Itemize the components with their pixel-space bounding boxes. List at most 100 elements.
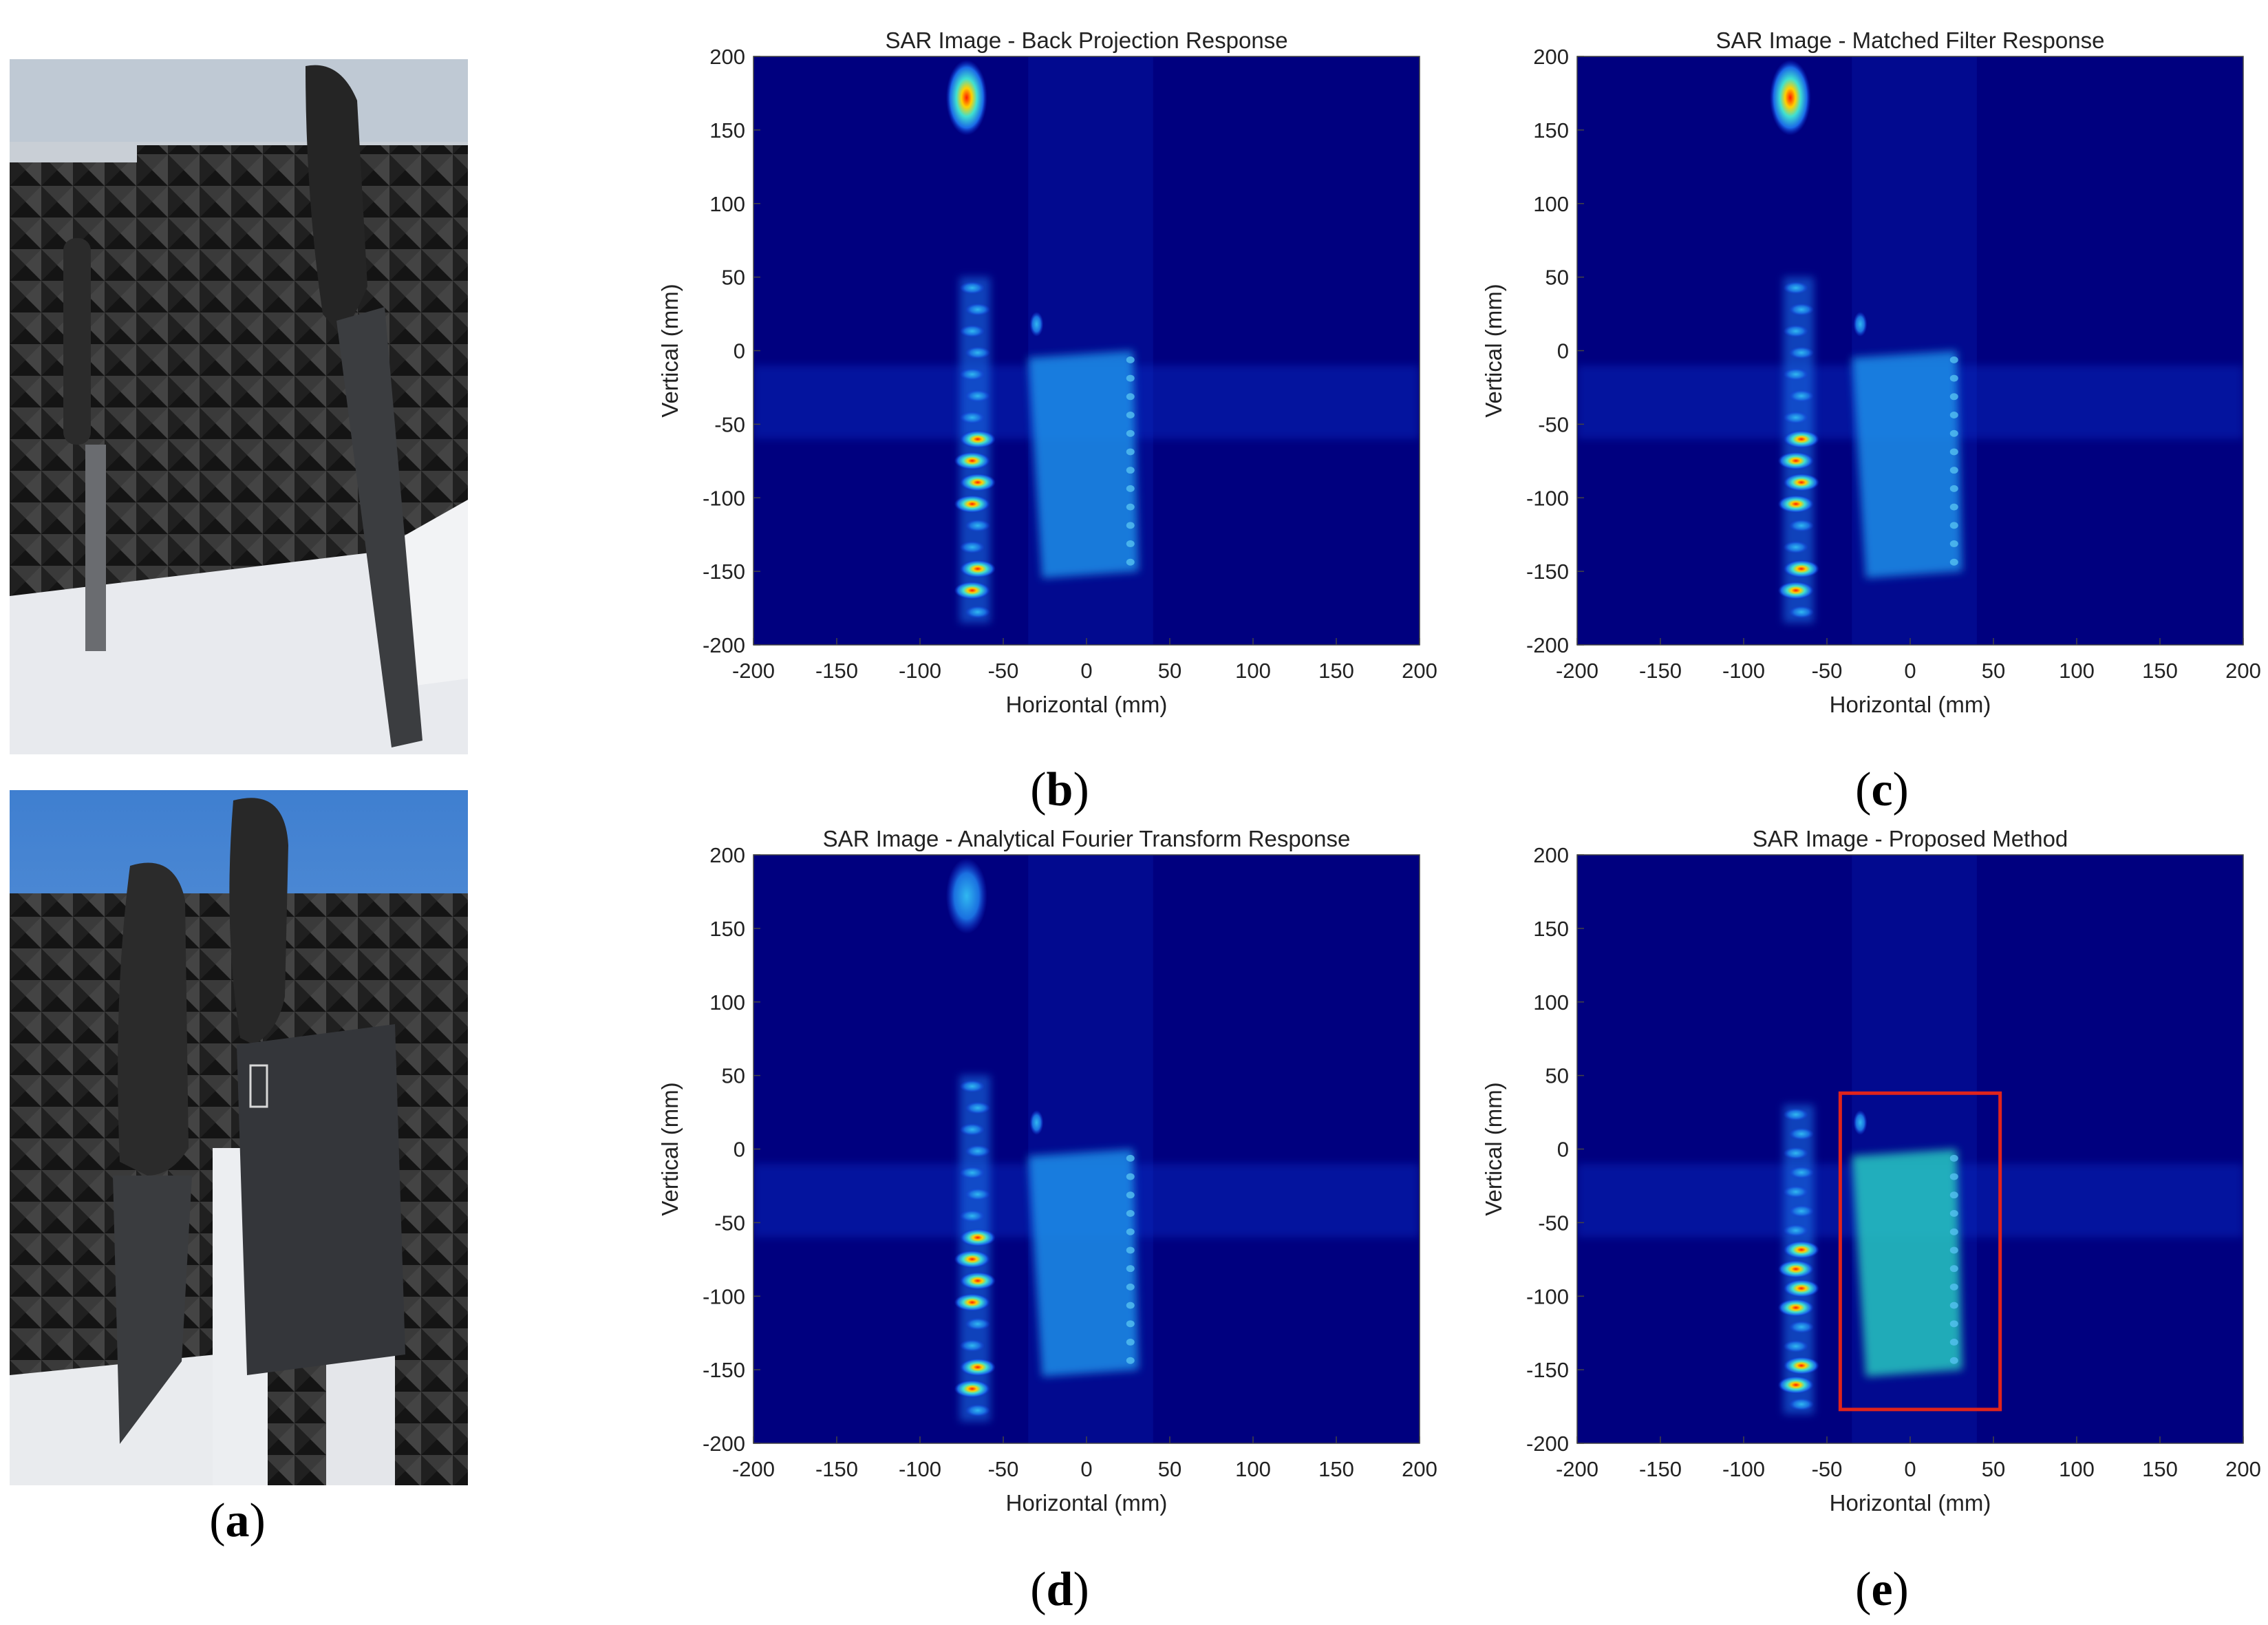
plate-edge-point [1949,1228,1958,1235]
column-scatterer [965,1317,990,1330]
y-axis-label: Vertical (mm) [1481,284,1506,417]
x-tick-label: -100 [1722,1457,1765,1481]
column-scatterer [1788,1398,1814,1411]
y-tick-label: 0 [734,339,745,363]
column-scatterer [959,325,985,338]
y-tick-label: 200 [709,843,745,867]
column-scatterer [1777,1260,1814,1278]
plate-edge-point [1126,393,1135,401]
y-tick-label: 50 [1545,266,1569,290]
heatmap-features [753,56,1420,645]
plate-edge-point [1126,374,1135,382]
panel-label-b: (b) [1030,763,1089,816]
column-scatterer [965,390,990,403]
column-scatterer [959,541,985,554]
column-scatterer [1783,1224,1808,1237]
column-scatterer [954,1293,990,1312]
plate-edge-point [1949,1191,1958,1199]
column-scatterer [1783,1147,1808,1160]
chart-title: SAR Image - Proposed Method [1753,826,2068,851]
y-tick-label: 100 [1533,192,1569,216]
plate-edge-point [1949,467,1958,474]
plate-edge-point [1949,356,1958,363]
x-tick-label: 0 [1080,659,1092,683]
x-tick-label: -100 [1722,659,1765,683]
x-tick-label: 50 [1982,659,2005,683]
y-tick-label: -150 [1526,560,1569,584]
plate-edge-point [1949,540,1958,548]
column-scatterer [959,1229,996,1247]
panel-label-a: (a) [209,1494,266,1547]
column-scatterer [959,1123,985,1136]
plate-edge-point [1126,412,1135,419]
plate-edge-point [1949,1173,1958,1180]
x-axis-label: Horizontal (mm) [1830,692,1991,717]
y-tick-label: 200 [1533,45,1569,69]
x-tick-label: 50 [1158,659,1181,683]
y-tick-label: -100 [1526,486,1569,510]
column-scatterer [1783,473,1819,491]
y-tick-label: -200 [703,633,745,657]
y-tick-label: -50 [1538,1211,1569,1235]
y-tick-label: -200 [1526,633,1569,657]
y-tick-label: -50 [1538,412,1569,436]
column-scatterer [1788,606,1814,619]
x-tick-label: 150 [1318,1457,1354,1481]
plate-edge-point [1126,1320,1135,1328]
panel-label-e: (e) [1855,1563,1909,1616]
column-scatterer [1783,560,1819,578]
column-scatterer [959,1166,985,1179]
y-tick-label: 0 [1557,1138,1569,1162]
plate-edge-point [1126,1191,1135,1199]
x-tick-label: -50 [1812,659,1843,683]
y-tick-label: -50 [714,1211,745,1235]
column-scatterer [1783,430,1819,449]
plate-edge-point [1949,448,1958,456]
column-scatterer [1788,1204,1814,1218]
column-scatterer [1788,1127,1814,1140]
x-axis-label: Horizontal (mm) [1006,1490,1168,1516]
y-tick-label: 0 [1557,339,1569,363]
plate-edge-point [1126,1154,1135,1162]
column-scatterer [959,430,996,449]
y-tick-label: -50 [714,412,745,436]
column-scatterer [965,303,990,316]
plate-edge-point [1126,448,1135,456]
x-tick-label: 100 [2059,659,2095,683]
y-tick-label: -200 [1526,1432,1569,1456]
y-tick-label: 0 [734,1138,745,1162]
y-tick-label: 150 [1533,118,1569,142]
column-scatterer [1783,325,1808,338]
x-tick-label: 0 [1080,1457,1092,1481]
column-scatterer [1788,1166,1814,1179]
plate-edge-point [1126,485,1135,492]
x-tick-label: 150 [2142,659,2178,683]
plate-edge-point [1126,1339,1135,1346]
column-scatterer [1783,1240,1819,1259]
plate-edge-point [1126,558,1135,566]
plate-reflection [1852,350,1962,579]
y-tick-label: 50 [722,266,745,290]
plate-edge-point [1126,540,1135,548]
y-tick-label: -100 [1526,1284,1569,1308]
column-scatterer [965,1101,990,1114]
x-tick-label: -200 [1556,1457,1598,1481]
y-tick-label: -200 [703,1432,745,1456]
y-tick-label: 200 [709,45,745,69]
y-tick-label: 100 [709,990,745,1015]
column-scatterer [959,473,996,491]
x-tick-label: -50 [988,1457,1019,1481]
x-tick-label: -150 [1639,1457,1682,1481]
y-tick-label: 150 [709,118,745,142]
plate-edge-point [1949,429,1958,437]
y-tick-label: 150 [709,917,745,941]
column-scatterer [1783,282,1808,295]
chart-proposed-method: -200 -150 -100 -50 0 50 100 150 200 200 150 100 50 0 -… [1481,826,2261,1516]
x-tick-label: 100 [1235,1457,1271,1481]
plate-edge-point [1949,412,1958,419]
plate-edge-point [1949,485,1958,492]
column-scatterer [1777,495,1814,513]
y-tick-label: -150 [703,1358,745,1382]
column-scatterer [965,1145,990,1158]
